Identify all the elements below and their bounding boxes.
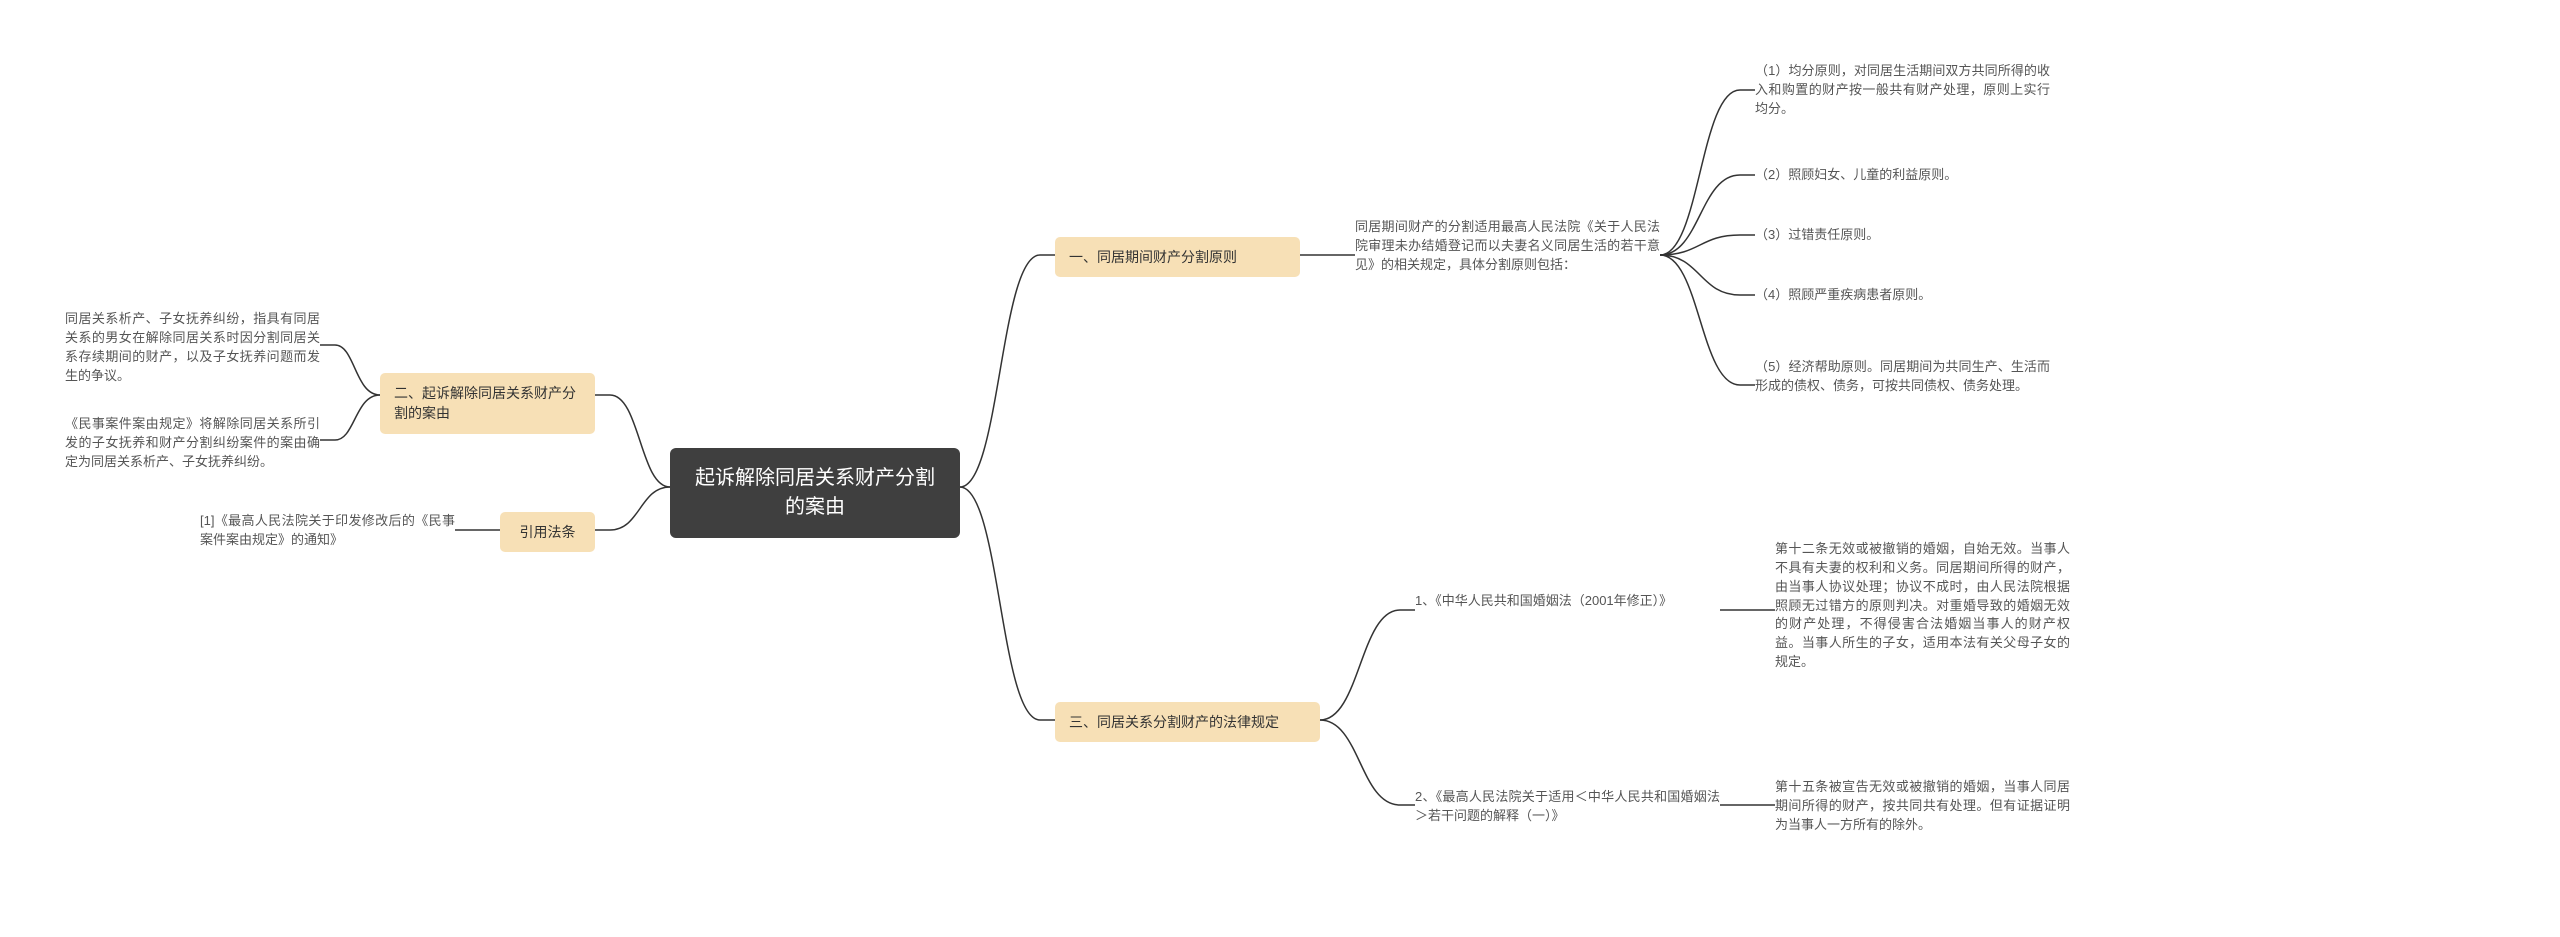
root-node[interactable]: 起诉解除同居关系财产分割的案由 xyxy=(670,448,960,538)
branch-2[interactable]: 二、起诉解除同居关系财产分割的案由 xyxy=(380,373,595,434)
branch-3-label: 三、同居关系分割财产的法律规定 xyxy=(1069,714,1279,730)
leaf-b1-5: （5）经济帮助原则。同居期间为共同生产、生活而形成的债权、债务，可按共同债权、债… xyxy=(1755,358,2050,396)
leaf-b2-2: 《民事案件案由规定》将解除同居关系所引发的子女抚养和财产分割纠纷案件的案由确定为… xyxy=(65,415,320,472)
leaf-b3-1: 1、《中华人民共和国婚姻法（2001年修正）》 xyxy=(1415,592,1720,611)
leaf-b3-1-detail: 第十二条无效或被撤销的婚姻，自始无效。当事人不具有夫妻的权利和义务。同居期间所得… xyxy=(1775,540,2070,672)
connectors xyxy=(0,0,2560,937)
branch-1[interactable]: 一、同居期间财产分割原则 xyxy=(1055,237,1300,277)
leaf-b4-1: [1]《最高人民法院关于印发修改后的《民事案件案由规定》的通知》 xyxy=(200,512,455,550)
mindmap-canvas: 起诉解除同居关系财产分割的案由 二、起诉解除同居关系财产分割的案由 同居关系析产… xyxy=(0,0,2560,937)
branch-2-label: 二、起诉解除同居关系财产分割的案由 xyxy=(394,385,576,421)
branch-3[interactable]: 三、同居关系分割财产的法律规定 xyxy=(1055,702,1320,742)
branch-ref-label: 引用法条 xyxy=(520,524,576,540)
branch-1-label: 一、同居期间财产分割原则 xyxy=(1069,249,1237,265)
leaf-b1-4: （4）照顾严重疾病患者原则。 xyxy=(1755,286,2050,305)
leaf-b3-2: 2、《最高人民法院关于适用＜中华人民共和国婚姻法＞若干问题的解释（一）》 xyxy=(1415,788,1720,826)
root-text: 起诉解除同居关系财产分割的案由 xyxy=(695,467,935,518)
branch-ref[interactable]: 引用法条 xyxy=(500,512,595,552)
leaf-b1-1: （1）均分原则，对同居生活期间双方共同所得的收入和购置的财产按一般共有财产处理，… xyxy=(1755,62,2050,119)
leaf-b1-2: （2）照顾妇女、儿童的利益原则。 xyxy=(1755,166,2050,185)
leaf-b3-2-detail: 第十五条被宣告无效或被撤销的婚姻，当事人同居期间所得的财产，按共同共有处理。但有… xyxy=(1775,778,2070,835)
leaf-b1-desc: 同居期间财产的分割适用最高人民法院《关于人民法院审理未办结婚登记而以夫妻名义同居… xyxy=(1355,218,1660,275)
leaf-b1-3: （3）过错责任原则。 xyxy=(1755,226,2050,245)
leaf-b2-1: 同居关系析产、子女抚养纠纷，指具有同居关系的男女在解除同居关系时因分割同居关系存… xyxy=(65,310,320,385)
